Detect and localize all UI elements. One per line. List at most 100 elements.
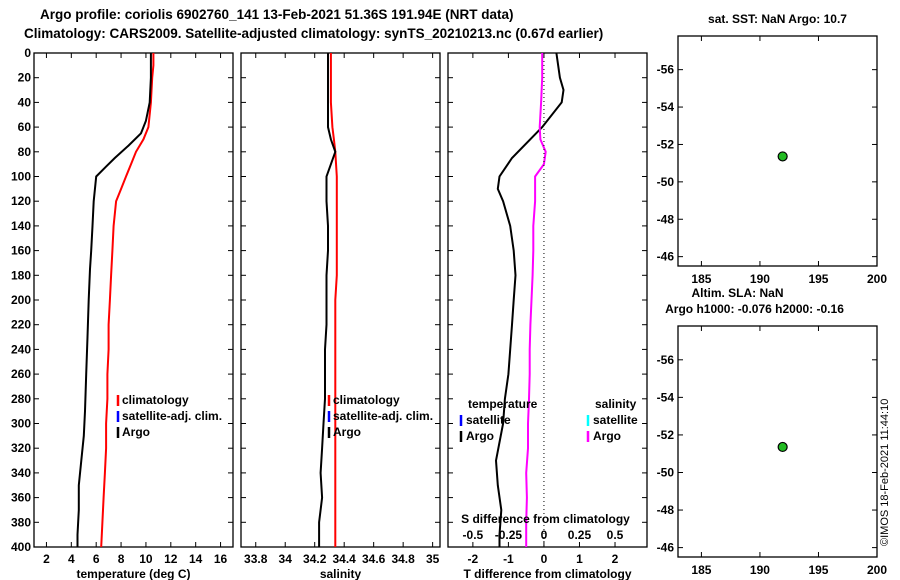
difference-series-t-difference-argo-: [494, 52, 565, 547]
difference-xtick-label: -1: [503, 552, 514, 566]
depth-tick-label: 120: [11, 194, 31, 208]
sal-diff-tick-label: -0.5: [463, 528, 484, 542]
sst_map-ytick-label: -56: [657, 63, 675, 77]
temp-diff-legend-item: Argo: [466, 429, 494, 443]
depth-tick-label: 300: [11, 417, 31, 431]
temperature-legend-item: satellite-adj. clim.: [122, 409, 222, 423]
temperature-xtick-label: 12: [164, 552, 178, 566]
sst_map-xtick-label: 190: [750, 272, 770, 286]
temperature-series-argo: [76, 53, 152, 547]
depth-tick-label: 320: [11, 441, 31, 455]
sst_map-ytick-label: -48: [657, 212, 675, 226]
depth-tick-label: 160: [11, 244, 31, 258]
sla_map-xtick-label: 200: [867, 563, 887, 577]
sal-diff-axis-label: S difference from climatology: [461, 512, 630, 526]
temperature-xtick-label: 2: [43, 552, 50, 566]
salinity-xtick-label: 34.8: [391, 552, 415, 566]
argo-position-marker: [777, 441, 788, 453]
argo-position-marker: [777, 151, 788, 162]
difference-xtick-label: -2: [468, 552, 479, 566]
sla_map-xtick-label: 185: [691, 563, 711, 577]
sla_map-panel: -46 -48 -50 -52 -54 -56 185 190 195 200 Altim. SLA…: [657, 286, 888, 577]
salinity-legend-item: Argo: [333, 425, 361, 439]
salinity-legend-item: satellite-adj. clim.: [333, 409, 433, 423]
temperature-xtick-label: 6: [93, 552, 100, 566]
salinity-xtick-label: 34: [279, 552, 293, 566]
sst_map-xtick-label: 195: [808, 272, 828, 286]
legend-temperature-title: temperature: [468, 397, 538, 411]
temp-diff-legend-item: satellite: [466, 413, 511, 427]
sst_map-frame: [677, 35, 878, 267]
sal-diff-tick-label: -0.25: [495, 528, 523, 542]
temperature-xtick-label: 8: [118, 552, 125, 566]
sal-diff-tick-label: 0.25: [568, 528, 592, 542]
difference-frame: [447, 52, 648, 548]
sal-diff-legend-item: Argo: [593, 429, 621, 443]
legend-salinity-title: salinity: [595, 397, 637, 411]
sla_map-ytick-label: -48: [657, 503, 675, 517]
sal-diff-tick-label: 0: [541, 528, 548, 542]
salinity-xtick-label: 35: [426, 552, 440, 566]
sst_map-ytick-label: -50: [657, 175, 675, 189]
depth-tick-label: 400: [11, 540, 31, 554]
temperature-legend-item: climatology: [122, 393, 189, 407]
depth-tick-label: 100: [11, 170, 31, 184]
sst_map-ytick-label: -52: [657, 137, 675, 151]
difference-xtick-label: 0: [541, 552, 548, 566]
depth-tick-label: 180: [11, 268, 31, 282]
sla_map-ytick-label: -52: [657, 428, 675, 442]
sla_map-frame: [677, 325, 878, 558]
salinity-xtick-label: 33.8: [244, 552, 268, 566]
temperature-xtick-label: 10: [139, 552, 153, 566]
depth-tick-label: 20: [18, 71, 32, 85]
temperature-xtick-label: 16: [214, 552, 228, 566]
sla_map-xtick-label: 190: [750, 563, 770, 577]
salinity-series-argo: [318, 53, 337, 547]
sst_map-xtick-label: 185: [691, 272, 711, 286]
sla_map-ytick-label: -54: [657, 390, 675, 404]
depth-tick-label: 60: [18, 120, 32, 134]
sst_map-xtick-label: 200: [867, 272, 887, 286]
depth-tick-label: 220: [11, 318, 31, 332]
sla-map-title: Altim. SLA: NaN: [691, 286, 783, 300]
imos-watermark: ©IMOS 18-Feb-2021 11:44:10: [879, 399, 891, 546]
temperature-xtick-label: 14: [189, 552, 203, 566]
sst_map-ytick-label: -54: [657, 100, 675, 114]
difference-xtick-label: 1: [576, 552, 583, 566]
depth-tick-label: 40: [18, 95, 32, 109]
temperature-frame: [33, 52, 234, 548]
figure-title-line2: Climatology: CARS2009. Satellite-adjuste…: [24, 26, 603, 41]
temperature-series-climatology: [100, 53, 155, 548]
difference-xtick-label: 2: [612, 552, 619, 566]
sal-diff-legend-item: satellite: [593, 413, 638, 427]
depth-tick-label: 240: [11, 342, 31, 356]
difference-panel: -2 -1 0 1 2T difference from climatology temp…: [447, 52, 648, 580]
depth-tick-label: 380: [11, 515, 31, 529]
depth-tick-label: 280: [11, 392, 31, 406]
sst-map-title: sat. SST: NaN Argo: 10.7: [708, 12, 847, 26]
salinity-legend-item: climatology: [333, 393, 400, 407]
depth-tick-label: 0: [24, 46, 31, 60]
figure-title-line1: Argo profile: coriolis 6902760_141 13-Fe…: [40, 7, 513, 22]
difference-xlabel: T difference from climatology: [463, 567, 631, 580]
sal-diff-tick-label: 0.5: [607, 528, 624, 542]
sla_map-ytick-label: -50: [657, 465, 675, 479]
depth-tick-label: 340: [11, 466, 31, 480]
temperature-xlabel: temperature (deg C): [76, 567, 190, 580]
depth-tick-label: 200: [11, 293, 31, 307]
depth-tick-label: 140: [11, 219, 31, 233]
difference-series-s-difference-argo-: [525, 53, 547, 547]
depth-tick-label: 360: [11, 491, 31, 505]
sla_map-xtick-label: 195: [808, 563, 828, 577]
salinity-series-climatology: [329, 53, 338, 547]
depth-tick-label: 80: [18, 145, 32, 159]
sst_map-ytick-label: -46: [657, 250, 675, 264]
sla-map-subtitle: Argo h1000: -0.076 h2000: -0.16: [665, 302, 844, 316]
sst_map-panel: -46 -48 -50 -52 -54 -56 185 190 195 200 sat. SST: …: [657, 12, 888, 286]
temperature-xtick-label: 4: [68, 552, 75, 566]
salinity-panel: 33.8 34 34.2 34.4 34.6 34.8 35 salinity climatol…: [240, 52, 441, 580]
salinity-xtick-label: 34.4: [333, 552, 357, 566]
sla_map-ytick-label: -46: [657, 541, 675, 555]
salinity-frame: [240, 52, 441, 548]
